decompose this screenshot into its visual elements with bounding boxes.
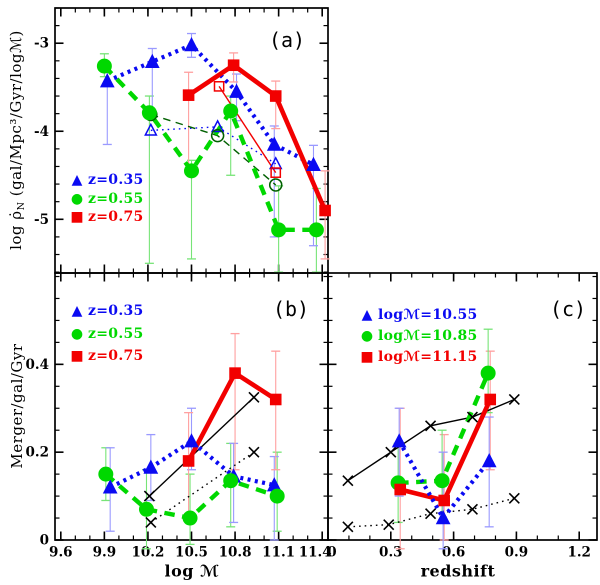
series-markers-a-z-0.35: [99, 36, 321, 171]
legend-b-row-z055: ● z=0.55: [66, 323, 144, 346]
x-tick-label: 0.3: [379, 545, 403, 561]
panel-a-data: [96, 32, 331, 273]
series-line-b-z-0.35: [109, 438, 275, 490]
series-markers-c-comparison-dotted: [342, 492, 520, 533]
x-axis-label-redshift: redshift: [420, 561, 496, 581]
x-tick-label: 11.4: [299, 545, 332, 561]
triangle-marker-icon: ▲: [71, 303, 83, 320]
legend-a-label-z075: z=0.75: [88, 209, 144, 226]
series-line-a-open-comparison-z-0.75: [218, 85, 277, 174]
series-line-b-comparison-solid: [148, 396, 255, 497]
legend-c-label-m1115: logℳ=11.15: [378, 348, 478, 365]
x-tick-label: 10.8: [219, 545, 252, 561]
y-tick-label: 0.4: [26, 357, 50, 373]
x-tick-label: 10.5: [175, 545, 208, 561]
series-markers-b-comparison-solid: [143, 391, 260, 502]
triangle-marker-icon: ▲: [361, 306, 373, 323]
square-marker-icon: ■: [70, 348, 84, 365]
x-tick-label: 9.6: [49, 545, 73, 561]
legend-c-row-m1055: ▲ logℳ=10.55: [356, 304, 478, 325]
series-line-a-z-0.75: [187, 62, 328, 212]
legend-panel-a: ▲ z=0.35 ● z=0.55 ■ z=0.75: [66, 171, 144, 227]
series-line-a-z-0.35: [106, 42, 315, 167]
legend-c-label-m1055: logℳ=10.55: [378, 306, 478, 323]
x-tick-label: 1.2: [567, 545, 591, 561]
legend-c-row-m1115: ■ logℳ=11.15: [356, 346, 478, 367]
panel-letter-b: (b): [272, 297, 310, 321]
legend-b-row-z035: ▲ z=0.35: [66, 300, 144, 323]
legend-c-label-m1085: logℳ=10.85: [378, 327, 478, 344]
panel-letter-a: (a): [268, 28, 306, 52]
legend-b-label-z055: z=0.55: [88, 325, 144, 342]
series-markers-a-z-0.75: [182, 59, 331, 217]
series-markers-b-comparison-dotted: [145, 446, 260, 528]
legend-a-row-z075: ■ z=0.75: [66, 208, 144, 227]
legend-a-label-z035: z=0.35: [88, 172, 144, 189]
legend-b-row-z075: ■ z=0.75: [66, 345, 144, 368]
legend-panel-c: ▲ logℳ=10.55 ● logℳ=10.85 ■ logℳ=11.15: [356, 304, 478, 367]
series-markers-a-open-comparison-z-0.75: [213, 81, 282, 178]
series-markers-c-logm-10.55: [391, 433, 497, 525]
y-axis-label-a-subscript: N: [16, 201, 27, 211]
panel-letter-c: (c): [549, 297, 587, 321]
legend-a-row-z035: ▲ z=0.35: [66, 171, 144, 190]
x-tick-label: 9.9: [93, 545, 117, 561]
x-axis-label-logM: log ℳ: [164, 561, 220, 581]
y-tick-label: -3: [34, 36, 49, 52]
y-axis-label-panel-b: Merger/gal/Gyr: [8, 343, 26, 469]
legend-a-label-z055: z=0.55: [88, 190, 144, 207]
y-tick-label: 0.2: [26, 445, 50, 461]
y-axis-label-a-prefix: log ρ̇: [7, 210, 25, 250]
triangle-marker-icon: ▲: [71, 172, 83, 189]
series-line-a-open-comparison-z-0.55: [150, 113, 277, 186]
y-tick-label: -4: [34, 124, 49, 140]
series-markers-c-logm-11.15: [394, 393, 497, 507]
y-tick-label: 0: [40, 533, 49, 549]
circle-marker-icon: ●: [360, 327, 374, 344]
circle-marker-icon: ●: [70, 190, 84, 207]
series-line-a-open-comparison-z-0.35: [150, 126, 277, 165]
x-tick-label: 10.2: [131, 545, 164, 561]
x-tick-label: 0.6: [442, 545, 466, 561]
square-marker-icon: ■: [360, 348, 374, 365]
panel-a-axes: -3 -4 -5: [34, 7, 329, 274]
series-markers-a-z-0.55: [96, 58, 324, 238]
x-tick-label: 0: [327, 545, 336, 561]
legend-b-label-z035: z=0.35: [88, 303, 144, 320]
series-markers-b-z-0.55: [98, 466, 285, 526]
legend-b-label-z075: z=0.75: [88, 348, 144, 365]
panel-c-data: [342, 328, 520, 550]
legend-panel-b: ▲ z=0.35 ● z=0.55 ■ z=0.75: [66, 300, 144, 368]
x-tick-label: 0.9: [505, 545, 529, 561]
series-markers-b-z-0.75: [182, 367, 282, 467]
y-axis-label-a-suffix: (gal/Mpc³/Gyr/logℳ): [7, 30, 25, 202]
legend-a-row-z055: ● z=0.55: [66, 190, 144, 209]
x-tick-label: 11.1: [262, 545, 295, 561]
panel-b-data: [98, 332, 285, 550]
y-axis-label-panel-a: log ρ̇N (gal/Mpc³/Gyr/logℳ): [7, 30, 27, 250]
series-line-b-comparison-dotted: [150, 451, 255, 524]
y-tick-label: -5: [34, 212, 49, 228]
series-markers-c-comparison-solid: [342, 393, 520, 487]
legend-c-row-m1085: ● logℳ=10.85: [356, 325, 478, 346]
square-marker-icon: ■: [70, 209, 84, 226]
circle-marker-icon: ●: [70, 325, 84, 342]
